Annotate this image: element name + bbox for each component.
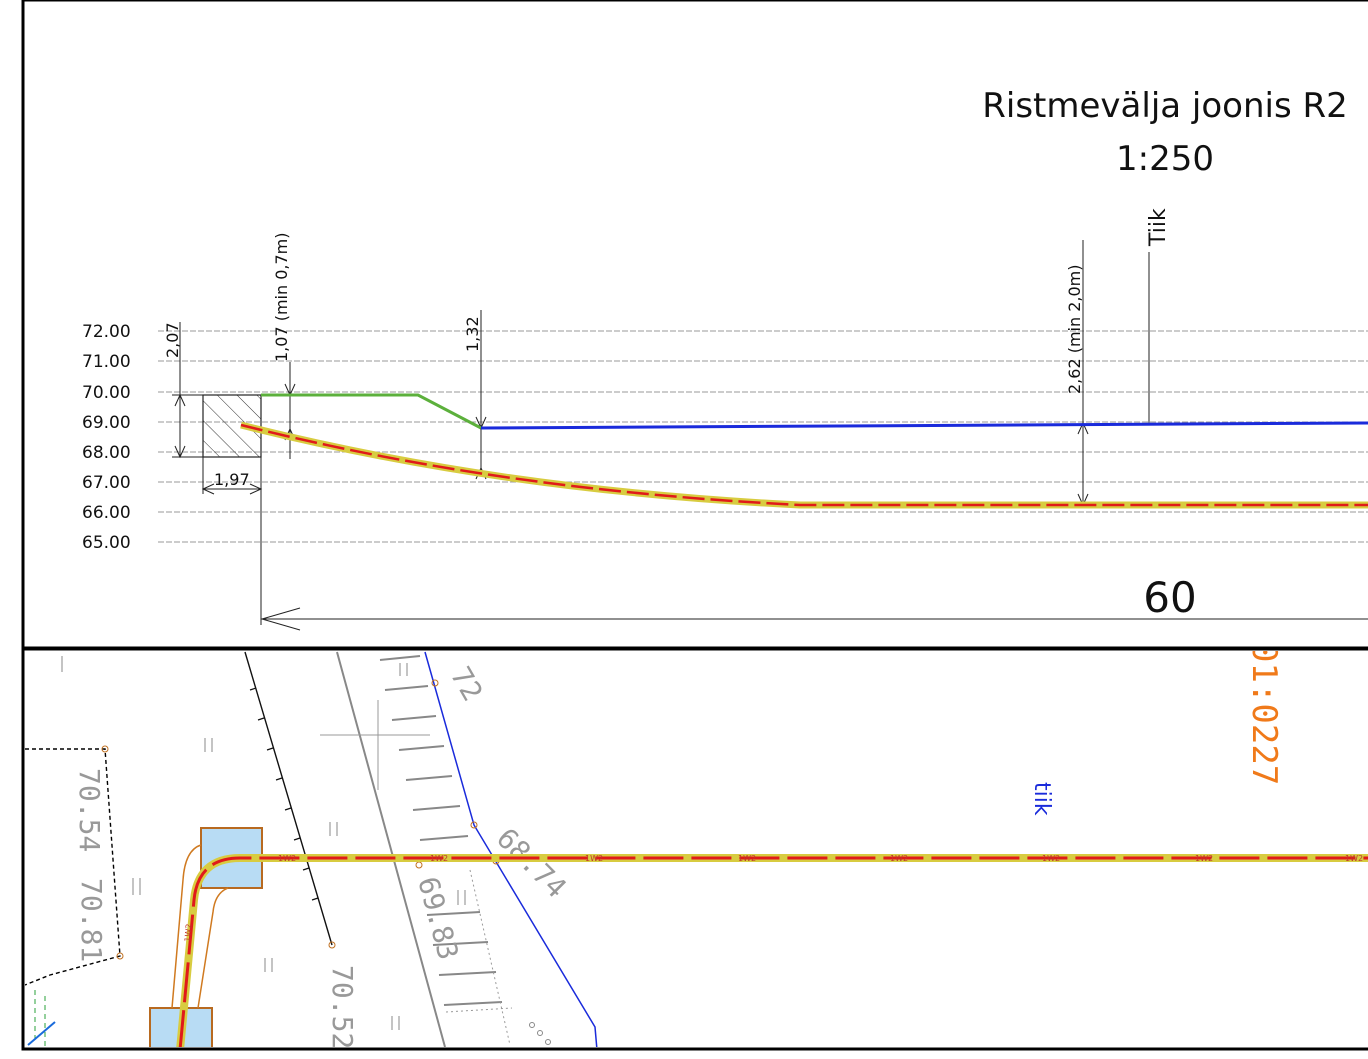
fence-line xyxy=(244,651,333,946)
elevation-label: 65.00 xyxy=(82,533,131,553)
slope-crosshair xyxy=(320,700,430,790)
blue-mark xyxy=(27,1021,56,1046)
profile-title: Ristmevälja joonis R2 xyxy=(982,86,1347,126)
dim-width: 1,97 xyxy=(214,470,250,489)
elevation-text: 70.52 xyxy=(326,965,359,1049)
dim-cover-start: 1,07 (min 0,7m) xyxy=(272,233,291,362)
trench-outline xyxy=(171,844,202,1009)
elevation-label: 67.00 xyxy=(82,473,131,493)
fence-end-point xyxy=(328,941,336,949)
profile-scale: 1:250 xyxy=(1116,139,1214,179)
plan-pond-label: tiik xyxy=(1029,782,1054,816)
trench-outline xyxy=(197,887,229,1009)
elevation-text: 70.54 xyxy=(73,768,106,852)
cover-dimension-start xyxy=(284,362,296,459)
pipe-label: 1W2 xyxy=(1042,854,1060,863)
elevation-label: 66.00 xyxy=(82,503,131,523)
small-circles xyxy=(529,1022,551,1045)
length-dimension xyxy=(260,457,1368,631)
depth-dimension xyxy=(172,322,203,459)
parcel-code: 01:0227 xyxy=(1244,642,1284,785)
dotted-line xyxy=(469,869,511,1046)
elevation-grid xyxy=(158,330,1368,543)
slope-embankment xyxy=(336,651,503,1047)
boundary-point xyxy=(116,952,124,960)
pond-label: Tiik xyxy=(1146,208,1171,247)
elevation-labels: 72.00 71.00 70.00 69.00 68.00 67.00 66.0… xyxy=(82,322,131,553)
survey-point xyxy=(470,821,478,829)
property-boundary xyxy=(25,748,121,986)
pipe-profile-band xyxy=(240,421,1368,509)
water-level-line xyxy=(480,421,1368,430)
pipe-label: 1W2 xyxy=(278,854,296,863)
elevation-text: 72 xyxy=(444,661,489,707)
dotted-line xyxy=(445,1007,513,1013)
ground-line xyxy=(261,393,482,430)
elevation-label: 72.00 xyxy=(82,322,131,342)
pipe-label: 1W2 xyxy=(1345,854,1363,863)
boundary-point xyxy=(101,745,109,753)
grass-marks xyxy=(61,656,466,1030)
elevation-label: 70.00 xyxy=(82,383,131,403)
profile-panel: Ristmevälja joonis R2 1:250 72.00 71.00 … xyxy=(82,86,1368,631)
pipe-label: 1W2 xyxy=(430,854,448,863)
dim-cover-pond: 2,62 (min 2,0m) xyxy=(1065,265,1084,394)
pipe-label: 1W2 xyxy=(738,854,756,863)
dim-depth-left: 2,07 xyxy=(163,322,182,358)
elevation-text: 68.74 xyxy=(490,822,573,905)
pipe-label: 1W2 xyxy=(1195,854,1213,863)
pipe-label: 1W2 xyxy=(183,923,194,942)
pipe-label: 1W2 xyxy=(890,854,908,863)
length-label: 60 xyxy=(1143,573,1196,622)
pipe-labels: 1W2 1W2 1W2 1W2 1W2 1W2 1W2 1W2 1W2 xyxy=(183,854,1363,942)
survey-point xyxy=(431,679,439,687)
plan-frame xyxy=(21,647,1368,1051)
elevation-text: 70.81 xyxy=(75,878,108,962)
elevation-label: 71.00 xyxy=(82,352,131,372)
pipe-profile-line xyxy=(240,423,1368,507)
dim-cover-mid: 1,32 xyxy=(463,316,482,352)
elevation-label: 68.00 xyxy=(82,443,131,463)
survey-point xyxy=(415,861,423,869)
plan-panel: 70.54 70.81 69.83 68.74 70.52 72 1W2 1W2… xyxy=(25,642,1368,1049)
pond-boundary xyxy=(424,651,598,1047)
elevation-label: 69.00 xyxy=(82,413,131,433)
fence-ticks xyxy=(249,687,319,901)
pipe-plan-line xyxy=(178,856,1368,1047)
pipe-label: 1W2 xyxy=(585,854,603,863)
